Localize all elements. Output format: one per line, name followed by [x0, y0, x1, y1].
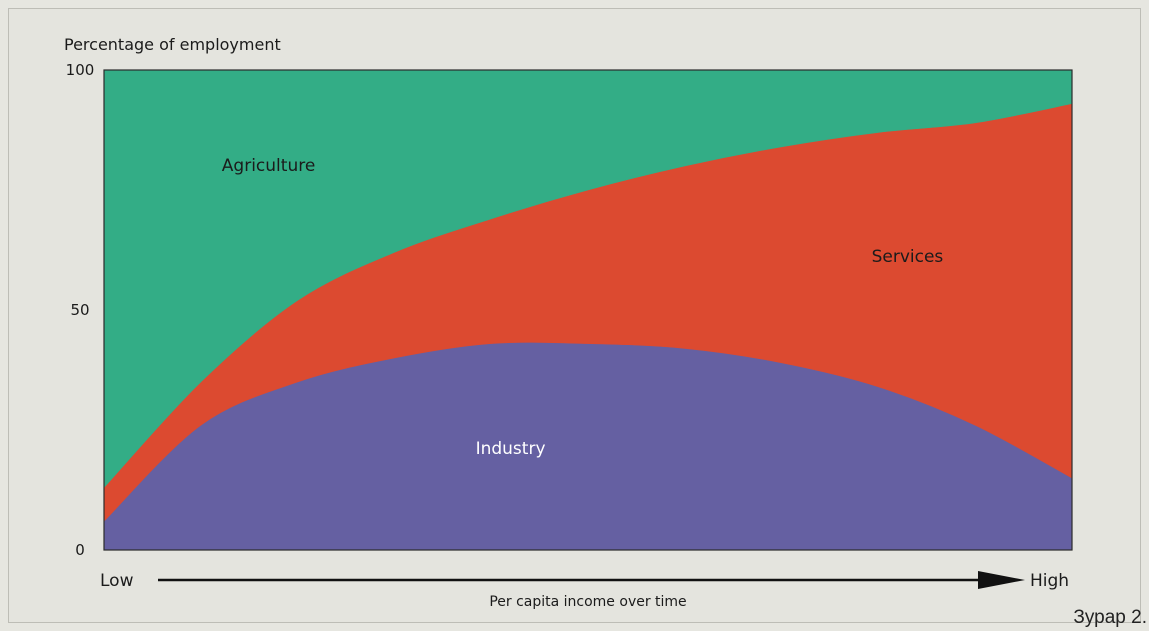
x-tick-label-high: High — [1030, 571, 1069, 591]
x-axis-arrow-head — [978, 571, 1025, 589]
series-label-agriculture: Agriculture — [222, 156, 316, 176]
x-axis-title: Per capita income over time — [489, 594, 686, 610]
y-axis-title: Percentage of employment — [64, 35, 281, 54]
series-label-industry: Industry — [476, 439, 546, 459]
y-tick-label: 100 — [66, 61, 95, 79]
y-tick-label: 0 — [75, 541, 85, 559]
series-label-services: Services — [872, 247, 944, 267]
figure-caption: Зурар 2. — [1073, 607, 1147, 628]
plot-border — [103, 69, 1073, 551]
x-tick-label-low: Low — [100, 571, 134, 591]
y-tick-label: 50 — [70, 301, 89, 319]
